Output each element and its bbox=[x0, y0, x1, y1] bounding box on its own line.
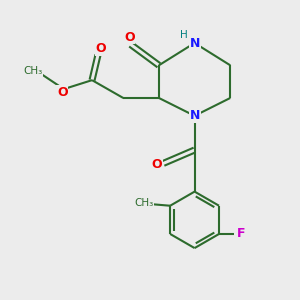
Text: O: O bbox=[124, 31, 134, 44]
Text: O: O bbox=[96, 42, 106, 56]
Text: N: N bbox=[189, 37, 200, 50]
Text: CH₃: CH₃ bbox=[134, 198, 154, 208]
Text: F: F bbox=[237, 227, 246, 241]
Text: N: N bbox=[189, 109, 200, 122]
Text: CH₃: CH₃ bbox=[24, 66, 43, 76]
Text: H: H bbox=[180, 30, 188, 40]
Text: O: O bbox=[57, 85, 68, 98]
Text: O: O bbox=[152, 158, 162, 171]
